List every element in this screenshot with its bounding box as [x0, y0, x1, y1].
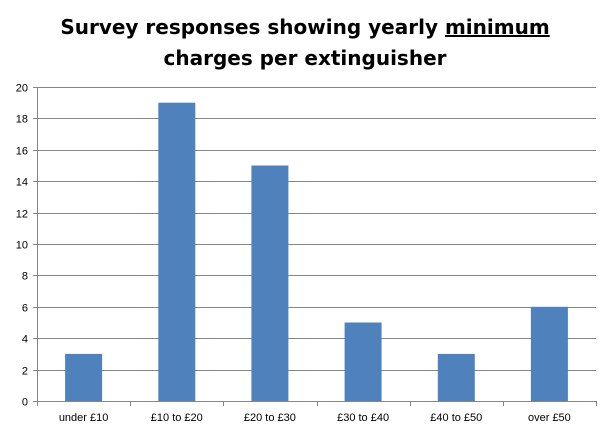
bars [65, 102, 568, 401]
y-tick-label: 14 [16, 177, 28, 189]
chart-title-line-2: charges per extinguisher [163, 46, 447, 70]
bar [530, 306, 568, 401]
x-tick-label: £40 to £50 [430, 412, 482, 424]
y-tick-label: 6 [22, 303, 28, 315]
bar [437, 353, 475, 401]
y-tick-label: 0 [22, 397, 28, 409]
axes [33, 87, 597, 406]
y-tick-label: 4 [22, 334, 28, 346]
x-tick-label: £20 to £30 [244, 412, 296, 424]
y-tick-label: 8 [22, 271, 28, 283]
y-tick-label: 2 [22, 366, 28, 378]
bar [344, 322, 382, 401]
x-tick-labels: under £10 £10 to £20 £20 to £30 £30 to £40 £… [59, 412, 571, 424]
y-tick-label: 10 [16, 240, 28, 252]
x-tick-label: £30 to £40 [337, 412, 389, 424]
chart-title-text: Survey responses showing yearly [60, 15, 438, 39]
y-tick-label: 18 [16, 114, 28, 126]
y-tick-label: 16 [16, 146, 28, 158]
x-tick-label: over £50 [528, 412, 571, 424]
chart-title-line-1: Survey responses showing yearly minimum [0, 12, 610, 43]
gridlines [37, 87, 596, 371]
x-tick-label: under £10 [59, 412, 109, 424]
x-tick-label: £10 to £20 [151, 412, 203, 424]
bar [251, 165, 289, 401]
chart-title: Survey responses showing yearly minimum … [0, 12, 610, 74]
y-tick-labels: 0 2 4 6 8 10 12 14 16 18 20 [16, 83, 28, 409]
y-tick-label: 20 [16, 83, 28, 95]
y-tick-label: 12 [16, 209, 28, 221]
bar [65, 353, 103, 401]
bar [158, 102, 196, 401]
chart-title-emphasis: minimum [444, 15, 550, 39]
